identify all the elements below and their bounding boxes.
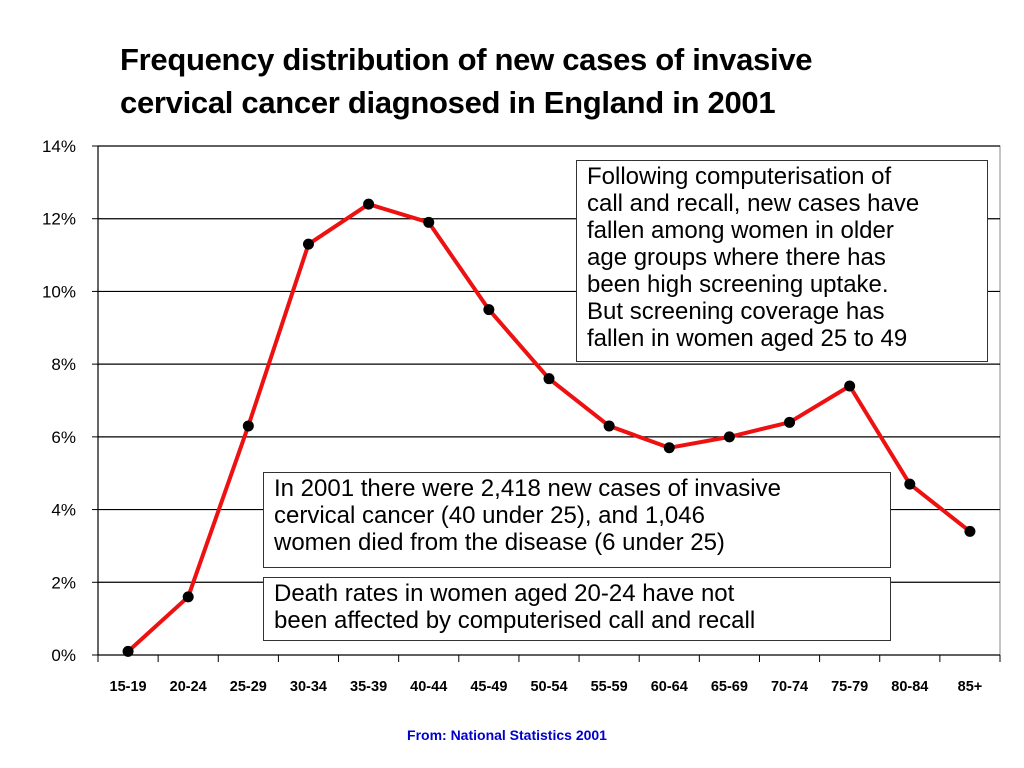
y-tick-label: 10% [42, 282, 76, 301]
x-tick-label: 15-19 [110, 679, 147, 695]
y-tick-label: 8% [51, 355, 76, 374]
x-tick-label: 85+ [958, 679, 983, 695]
data-point [122, 645, 134, 657]
data-point [663, 442, 675, 454]
data-point [242, 420, 254, 432]
annotation-line: Death rates in women aged 20-24 have not [274, 580, 735, 607]
annotation-screening-uptake: Following computerisation of call and re… [576, 160, 988, 362]
data-point [844, 380, 856, 392]
title-line-1: Frequency distribution of new cases of i… [120, 42, 813, 77]
annotation-line: call and recall, new cases have [587, 190, 920, 217]
y-tick-label: 0% [51, 646, 76, 665]
x-tick-label: 70-74 [771, 679, 808, 695]
y-tick-label: 4% [51, 501, 76, 520]
annotation-line: age groups where there has [587, 244, 886, 271]
annotation-2001-cases: In 2001 there were 2,418 new cases of in… [263, 472, 891, 568]
data-point [423, 216, 435, 228]
data-point [543, 373, 555, 385]
x-tick-label: 35-39 [350, 679, 387, 695]
x-tick-label: 75-79 [831, 679, 868, 695]
x-tick-label: 60-64 [651, 679, 688, 695]
annotation-line: But screening coverage has [587, 298, 885, 325]
annotation-line: In 2001 there were 2,418 new cases of in… [274, 475, 781, 502]
x-tick-label: 65-69 [711, 679, 748, 695]
data-point [784, 416, 796, 428]
x-tick-label: 40-44 [410, 679, 447, 695]
annotation-line: women died from the disease (6 under 25) [274, 529, 725, 556]
x-tick-label: 55-59 [591, 679, 628, 695]
annotation-line: been affected by computerised call and r… [274, 607, 756, 634]
data-point [363, 198, 375, 210]
data-point [302, 238, 314, 250]
data-point [483, 304, 495, 316]
annotation-line: fallen in women aged 25 to 49 [587, 325, 908, 352]
y-tick-label: 2% [51, 573, 76, 592]
y-tick-label: 6% [51, 428, 76, 447]
data-point [723, 431, 735, 443]
annotation-line: Following computerisation of [587, 163, 892, 190]
data-point [182, 591, 194, 603]
x-tick-label: 20-24 [170, 679, 207, 695]
annotation-line: cervical cancer (40 under 25), and 1,046 [274, 502, 705, 529]
data-point [603, 420, 615, 432]
title-line-2: cervical cancer diagnosed in England in … [120, 85, 776, 120]
x-tick-label: 45-49 [470, 679, 507, 695]
y-tick-label: 14% [42, 137, 76, 156]
data-point [964, 525, 976, 537]
x-tick-label: 80-84 [891, 679, 928, 695]
y-tick-label: 12% [42, 210, 76, 229]
source-credit: From: National Statistics 2001 [407, 727, 607, 743]
annotation-line: fallen among women in older [587, 217, 894, 244]
x-tick-label: 50-54 [530, 679, 567, 695]
x-tick-label: 25-29 [230, 679, 267, 695]
chart-title: Frequency distribution of new cases of i… [120, 38, 1000, 124]
annotation-death-rates: Death rates in women aged 20-24 have not… [263, 577, 891, 641]
annotation-line: been high screening uptake. [587, 271, 889, 298]
x-tick-label: 30-34 [290, 679, 327, 695]
data-point [904, 478, 916, 490]
